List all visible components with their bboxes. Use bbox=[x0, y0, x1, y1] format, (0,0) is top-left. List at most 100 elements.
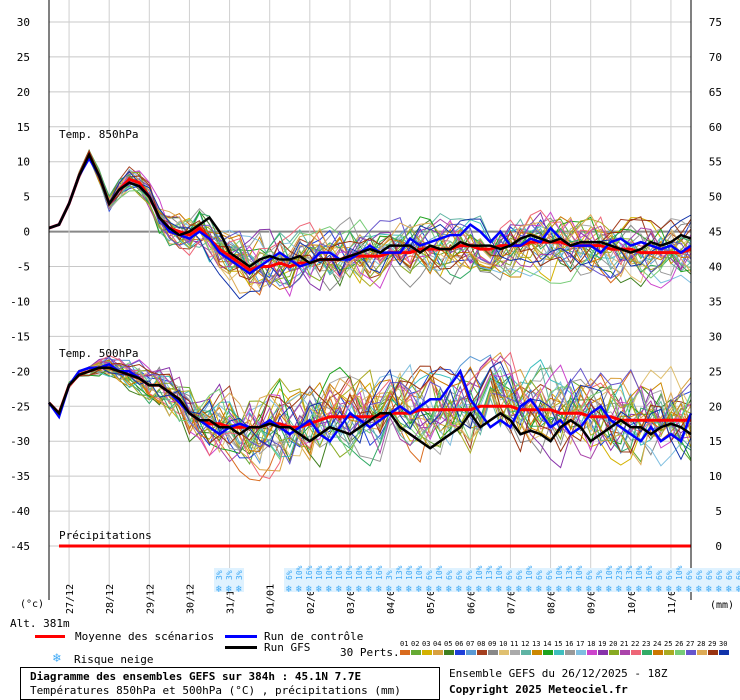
snow-cell bbox=[214, 568, 224, 592]
snow-risk-label: 10% bbox=[675, 565, 684, 580]
right-tick-label: 75 bbox=[709, 16, 722, 29]
snow-risk-label: 6% bbox=[715, 570, 724, 580]
right-tick-label: 5 bbox=[715, 505, 722, 518]
pert-legend-swatch bbox=[697, 650, 707, 655]
snowflake-icon: ❄ bbox=[456, 584, 463, 595]
snowflake-icon: ❄ bbox=[626, 584, 633, 595]
snow-cell bbox=[594, 568, 604, 592]
pert-legend-swatch bbox=[455, 650, 465, 655]
perturbation-line-19 bbox=[48, 155, 692, 292]
right-tick-label: 60 bbox=[709, 121, 722, 134]
snow-risk-label: 6% bbox=[535, 570, 544, 580]
snowflake-icon: ❄ bbox=[416, 584, 423, 595]
snow-risk-label: 10% bbox=[325, 565, 334, 580]
right-tick-label: 65 bbox=[709, 86, 722, 99]
snowflake-icon: ❄ bbox=[406, 584, 413, 595]
snowflake-icon: ❄ bbox=[686, 584, 693, 595]
snowflake-icon: ❄ bbox=[306, 584, 313, 595]
pert-legend-number: 20 bbox=[609, 640, 618, 648]
right-tick-label: 35 bbox=[709, 295, 722, 308]
left-tick-label: 5 bbox=[23, 191, 30, 204]
snow-cell bbox=[334, 568, 344, 592]
snow-cell bbox=[634, 568, 644, 592]
snow-cell bbox=[664, 568, 674, 592]
snow-cell bbox=[554, 568, 564, 592]
snow-risk-label: 16% bbox=[645, 565, 654, 580]
snowflake-icon: ❄ bbox=[586, 584, 593, 595]
legend-mean-swatch bbox=[35, 635, 65, 638]
snow-cell bbox=[384, 568, 394, 592]
snow-cell bbox=[404, 568, 414, 592]
snowflake-icon: ❄ bbox=[666, 584, 673, 595]
label-precipitations: Précipitations bbox=[59, 529, 152, 542]
pert-legend-number: 07 bbox=[466, 640, 475, 648]
left-tick-label: 0 bbox=[23, 226, 30, 239]
snow-cell bbox=[584, 568, 594, 592]
pert-legend-number: 26 bbox=[675, 640, 684, 648]
snowflake-icon: ❄ bbox=[346, 584, 353, 595]
snow-cell bbox=[494, 568, 504, 592]
snow-cell bbox=[574, 568, 584, 592]
snowflake-icon: ❄ bbox=[436, 584, 443, 595]
left-tick-label: -5 bbox=[17, 261, 30, 274]
legend-perts-label: 30 Perts. bbox=[340, 646, 400, 659]
snow-cell bbox=[534, 568, 544, 592]
footer-title-box: Diagramme des ensembles GEFS sur 384h : … bbox=[20, 667, 440, 700]
footer-subtitle: Températures 850hPa et 500hPa (°C) , pré… bbox=[30, 684, 401, 697]
left-tick-label: 25 bbox=[17, 51, 30, 64]
pert-legend-swatch bbox=[675, 650, 685, 655]
pert-legend-number: 13 bbox=[532, 640, 541, 648]
snow-risk-label: 10% bbox=[315, 565, 324, 580]
snow-risk-label: 10% bbox=[345, 565, 354, 580]
perturbation-line-21 bbox=[48, 355, 692, 463]
snow-cell bbox=[604, 568, 614, 592]
snow-cell bbox=[514, 568, 524, 592]
snow-risk-label: 10% bbox=[495, 565, 504, 580]
snow-risk-label: 3% bbox=[385, 570, 394, 580]
pert-legend-number: 01 bbox=[400, 640, 409, 648]
chart-grid bbox=[49, 0, 691, 600]
pert-legend-number: 10 bbox=[499, 640, 508, 648]
date-tick-label: 11/01 bbox=[667, 584, 678, 614]
snow-cell bbox=[394, 568, 404, 592]
legend-control-swatch bbox=[225, 635, 257, 638]
snow-risk-label: 10% bbox=[575, 565, 584, 580]
pert-legend-number: 02 bbox=[411, 640, 420, 648]
snow-risk-label: 6% bbox=[585, 570, 594, 580]
date-tick-label: 07/01 bbox=[506, 584, 517, 614]
left-tick-label: -40 bbox=[10, 505, 30, 518]
pert-legend-swatch bbox=[532, 650, 542, 655]
snow-cell bbox=[314, 568, 324, 592]
date-tick-label: 06/01 bbox=[466, 584, 477, 614]
footer-run: Ensemble GEFS du 26/12/2025 - 18Z bbox=[449, 667, 668, 680]
snow-risk-label: 6% bbox=[725, 570, 734, 580]
right-tick-label: 55 bbox=[709, 156, 722, 169]
pert-legend-number: 09 bbox=[488, 640, 497, 648]
snow-risk-label: 3% bbox=[225, 570, 234, 580]
footer-title: Diagramme des ensembles GEFS sur 384h : … bbox=[30, 670, 362, 683]
pert-legend-number: 21 bbox=[620, 640, 629, 648]
pert-legend-swatch bbox=[620, 650, 630, 655]
snow-cell bbox=[354, 568, 364, 592]
date-tick-label: 29/12 bbox=[145, 584, 156, 614]
left-tick-label: 10 bbox=[17, 156, 30, 169]
snowflake-icon: ❄ bbox=[386, 584, 393, 595]
snow-risk-label: 10% bbox=[605, 565, 614, 580]
date-tick-label: 03/01 bbox=[346, 584, 357, 614]
pert-legend-number: 08 bbox=[477, 640, 486, 648]
legend-snow-label: Risque neige bbox=[74, 653, 154, 666]
right-tick-label: 40 bbox=[709, 261, 722, 274]
pert-legend-swatch bbox=[554, 650, 564, 655]
snowflake-icon: ❄ bbox=[596, 584, 603, 595]
snowflake-icon: ❄ bbox=[616, 584, 623, 595]
pert-legend-number: 29 bbox=[708, 640, 717, 648]
left-tick-label: -25 bbox=[10, 400, 30, 413]
right-tick-label: 15 bbox=[709, 435, 722, 448]
snow-cell bbox=[294, 568, 304, 592]
snow-cell bbox=[724, 568, 734, 592]
pert-legend-number: 28 bbox=[697, 640, 706, 648]
snow-risk-label: 6% bbox=[285, 570, 294, 580]
snowflake-icon: ❄ bbox=[656, 584, 663, 595]
